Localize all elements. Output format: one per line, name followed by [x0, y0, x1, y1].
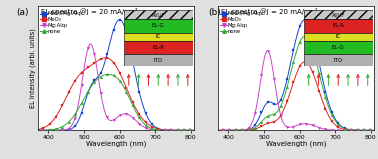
Text: EL spectra @J = 20 mA/cm²: EL spectra @J = 20 mA/cm² — [221, 8, 318, 15]
Legend: MoO₃/Mg:Alq₃, MoO₃, Mg:Alq₃, none: MoO₃/Mg:Alq₃, MoO₃, Mg:Alq₃, none — [40, 11, 84, 34]
Text: (a): (a) — [16, 8, 28, 17]
X-axis label: Wavelength (nm): Wavelength (nm) — [266, 141, 326, 147]
X-axis label: Wavelength (nm): Wavelength (nm) — [86, 141, 146, 147]
Legend: MoO₃/Mg:Alq₃, MoO₃, Mg:Alq₃, none: MoO₃/Mg:Alq₃, MoO₃, Mg:Alq₃, none — [220, 11, 263, 34]
Text: EL spectra @J = 20 mA/cm²: EL spectra @J = 20 mA/cm² — [41, 8, 138, 15]
Y-axis label: EL intensity (arbi. units): EL intensity (arbi. units) — [30, 28, 36, 108]
Text: (b): (b) — [208, 8, 221, 17]
